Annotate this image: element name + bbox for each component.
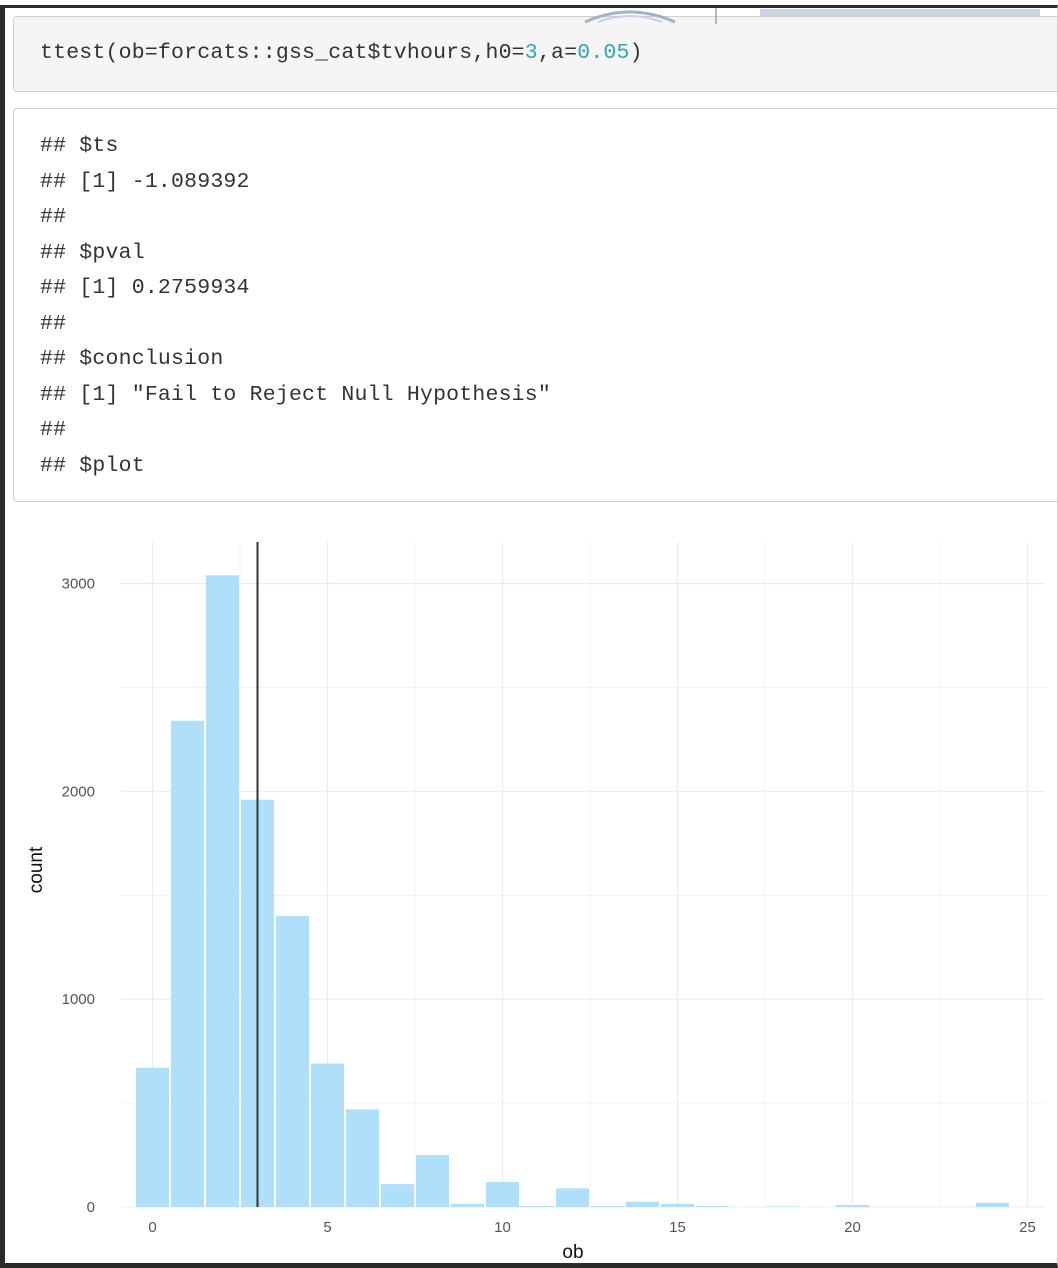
h0-value: 3: [524, 41, 538, 65]
screenshot-frame: ttest(ob=forcats::gss_cat$tvhours,h0=3,a…: [0, 5, 1058, 1268]
output-line: ## $plot: [40, 453, 145, 478]
output-line: ## $ts: [40, 134, 119, 158]
histogram-bar: [521, 1205, 554, 1207]
histogram-bar: [976, 1202, 1009, 1207]
histogram-bar: [451, 1203, 484, 1207]
tick-labels: 0 5 10 15 20 25 0 1000 2000 3000: [62, 576, 1036, 1236]
output-line: ## [1] 0.2759934: [40, 276, 250, 300]
x-tick-label: 15: [669, 1219, 686, 1236]
histogram-bar: [171, 720, 204, 1207]
x-tick-label: 20: [844, 1219, 861, 1236]
output-line: ## $conclusion: [40, 347, 224, 371]
alpha-value: 0.05: [577, 41, 630, 65]
histogram-bar: [416, 1155, 449, 1207]
histogram-bar: [836, 1204, 869, 1207]
output-line: ## $pval: [40, 240, 145, 265]
x-axis-title: ob: [562, 1242, 583, 1263]
histogram-bar: [696, 1205, 729, 1207]
code-prefix: ttest(ob=forcats::gss_cat$tvhours,h0=: [40, 41, 525, 65]
output-line: ##: [40, 205, 67, 229]
university-logo: [580, 8, 1057, 24]
histogram-bar: [206, 575, 239, 1207]
y-axis-title: count: [26, 846, 47, 893]
code-mid: ,a=: [537, 41, 578, 65]
histogram-chart: 0 5 10 15 20 25 0 1000 2000 3000 ob count: [26, 542, 1045, 1263]
output-line: ## [1] "Fail to Reject Null Hypothesis": [40, 382, 551, 407]
y-tick-label: 2000: [62, 783, 95, 800]
bars: [136, 575, 1009, 1207]
code-output-cell: ## $ts ## [1] -1.089392 ## ## $pval ## […: [13, 108, 1057, 502]
histogram-bar: [311, 1063, 344, 1207]
histogram-bar: [346, 1109, 379, 1207]
code-line: ttest(ob=forcats::gss_cat$tvhours,h0=3,a…: [40, 41, 643, 65]
y-tick-label: 1000: [62, 991, 95, 1008]
x-tick-label: 5: [323, 1219, 331, 1236]
histogram-bar: [626, 1201, 659, 1207]
code-suffix: ): [629, 41, 643, 65]
output-line: ##: [40, 311, 67, 336]
output-line: ## [1] -1.089392: [40, 169, 250, 194]
histogram-bar: [276, 916, 309, 1207]
y-tick-label: 3000: [62, 576, 95, 593]
y-tick-label: 0: [87, 1199, 95, 1216]
histogram-bar: [661, 1203, 694, 1207]
histogram-bar: [556, 1188, 589, 1207]
histogram-bar: [766, 1206, 799, 1207]
histogram-bar: [381, 1184, 414, 1207]
histogram-bar: [486, 1182, 519, 1207]
x-tick-label: 10: [494, 1219, 511, 1236]
x-tick-label: 0: [148, 1219, 156, 1236]
output-line: ##: [40, 418, 67, 442]
histogram-bar: [136, 1067, 169, 1207]
histogram-bar: [591, 1205, 624, 1207]
code-input-cell: ttest(ob=forcats::gss_cat$tvhours,h0=3,a…: [13, 16, 1057, 92]
x-tick-label: 25: [1019, 1219, 1036, 1236]
